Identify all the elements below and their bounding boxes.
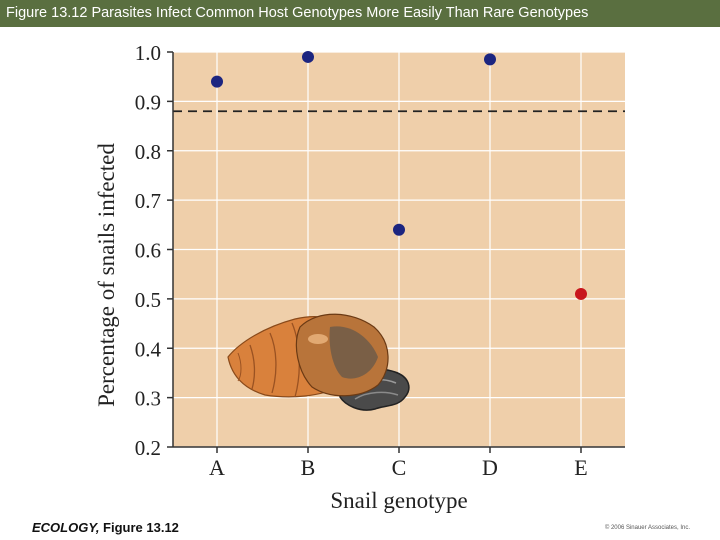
y-tick-label: 0.9 xyxy=(135,90,161,114)
x-axis-label: Snail genotype xyxy=(330,488,467,513)
y-tick-label: 0.6 xyxy=(135,239,161,263)
figure-title: Figure 13.12 Parasites Infect Common Hos… xyxy=(6,5,589,21)
data-point-a xyxy=(211,75,223,88)
y-tick-label: 0.4 xyxy=(135,337,162,361)
title-bar: Figure 13.12 Parasites Infect Common Hos… xyxy=(0,0,720,27)
data-point-c xyxy=(393,223,405,236)
data-point-e xyxy=(575,287,587,300)
y-tick-label: 0.2 xyxy=(135,436,161,460)
x-tick-label-a: A xyxy=(209,455,225,480)
footer-copyright: © 2006 Sinauer Associates, Inc. xyxy=(604,525,690,531)
data-points xyxy=(211,50,587,300)
y-tick-label: 0.5 xyxy=(135,288,161,312)
snail-illustration xyxy=(227,313,410,411)
y-tick-label: 0.8 xyxy=(135,140,161,164)
y-axis-label: Percentage of snails infected xyxy=(94,143,119,407)
x-tick-label-d: D xyxy=(482,455,498,480)
footer-figure: Figure 13.12 xyxy=(99,520,179,535)
x-tick-label-e: E xyxy=(574,455,587,480)
footer-journal: ECOLOGY, xyxy=(32,520,100,535)
y-tick-label: 0.7 xyxy=(135,189,161,213)
x-tick-label-b: B xyxy=(301,455,316,480)
y-tick-labels: 0.2 0.3 0.4 0.5 0.6 0.7 0.8 0.9 1.0 xyxy=(135,41,174,460)
data-point-d xyxy=(484,53,496,66)
chart: 0.2 0.3 0.4 0.5 0.6 0.7 0.8 0.9 1.0 A B C D E Percen… xyxy=(94,41,625,513)
footer-credit: ECOLOGY, Figure 13.12 xyxy=(32,520,179,535)
data-point-b xyxy=(302,50,314,63)
x-tick-label-c: C xyxy=(392,455,407,480)
y-tick-label: 0.3 xyxy=(135,387,161,411)
x-tick-labels: A B C D E xyxy=(173,446,625,480)
y-tick-label: 1.0 xyxy=(135,41,161,65)
